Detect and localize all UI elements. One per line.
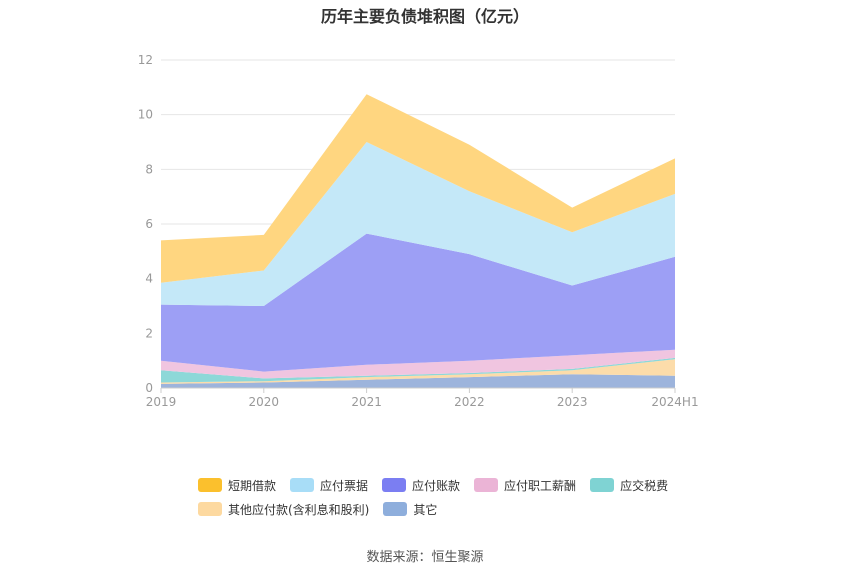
y-tick-label: 6 bbox=[145, 217, 153, 231]
axes: 0 2 4 6 8 10 12 2019 2020 2021 2022 2023 2024H1 bbox=[138, 53, 699, 409]
legend-swatch bbox=[383, 502, 408, 516]
legend-label: 其他应付款(含利息和股利) bbox=[228, 502, 370, 517]
legend-label: 其它 bbox=[413, 502, 438, 517]
legend-swatch bbox=[590, 478, 615, 492]
y-tick-label: 0 bbox=[145, 381, 153, 395]
y-tick-label: 8 bbox=[145, 162, 153, 176]
x-tick-label: 2019 bbox=[146, 395, 177, 409]
area-series-其它 bbox=[161, 374, 675, 388]
x-tick-label: 2022 bbox=[454, 395, 485, 409]
area-series-应付职工薪酬 bbox=[161, 349, 675, 379]
area-series-应交税费 bbox=[161, 357, 675, 383]
legend-label: 应付职工薪酬 bbox=[504, 478, 577, 493]
x-tick-label: 2020 bbox=[249, 395, 280, 409]
area-series bbox=[161, 94, 675, 388]
y-tick-label: 4 bbox=[145, 272, 153, 286]
legend-item[interactable]: 应付票据 bbox=[290, 477, 368, 494]
y-tick-label: 2 bbox=[145, 326, 153, 340]
area-series-短期借款 bbox=[161, 94, 675, 283]
area-series-应付票据 bbox=[161, 142, 675, 306]
data-source: 数据来源：恒生聚源 bbox=[366, 550, 484, 565]
legend-swatch bbox=[474, 478, 499, 492]
legend-swatch bbox=[198, 478, 222, 492]
legend-item[interactable]: 应付账款 bbox=[382, 477, 460, 494]
legend-item[interactable]: 其它 bbox=[383, 501, 437, 518]
y-tick-label: 12 bbox=[138, 53, 153, 67]
legend-item[interactable]: 短期借款 bbox=[198, 477, 276, 494]
legend-item[interactable]: 应交税费 bbox=[590, 477, 668, 494]
legend-swatch bbox=[198, 502, 222, 516]
legend-item[interactable]: 应付职工薪酬 bbox=[474, 477, 576, 494]
legend-label: 应付票据 bbox=[320, 478, 369, 493]
legend-swatch bbox=[382, 478, 407, 492]
legend-row: 短期借款 应付票据 应付账款 应付职工薪酬 应交税费 bbox=[198, 473, 718, 497]
legend-row: 其他应付款(含利息和股利) 其它 bbox=[198, 497, 718, 521]
x-tick-label: 2024H1 bbox=[651, 395, 698, 409]
area-series-其他应付款(含利息和股利) bbox=[161, 359, 675, 384]
legend-label: 应付账款 bbox=[412, 478, 461, 493]
legend-label: 应交税费 bbox=[620, 478, 669, 493]
legend-swatch bbox=[290, 478, 315, 492]
x-tick-label: 2023 bbox=[557, 395, 588, 409]
legend: 短期借款 应付票据 应付账款 应付职工薪酬 应交税费 其他应付款(含利息和股利) 其它 bbox=[198, 473, 718, 521]
y-tick-label: 10 bbox=[138, 108, 153, 122]
stacked-area-chart: 0 2 4 6 8 10 12 2019 2020 2021 2022 2023 2024H1 bbox=[138, 53, 699, 409]
chart-title: 历年主要负债堆积图（亿元） bbox=[320, 7, 529, 26]
x-tick-label: 2021 bbox=[351, 395, 382, 409]
legend-item[interactable]: 其他应付款(含利息和股利) bbox=[198, 501, 369, 518]
legend-label: 短期借款 bbox=[228, 478, 277, 493]
area-series-应付账款 bbox=[161, 233, 675, 372]
